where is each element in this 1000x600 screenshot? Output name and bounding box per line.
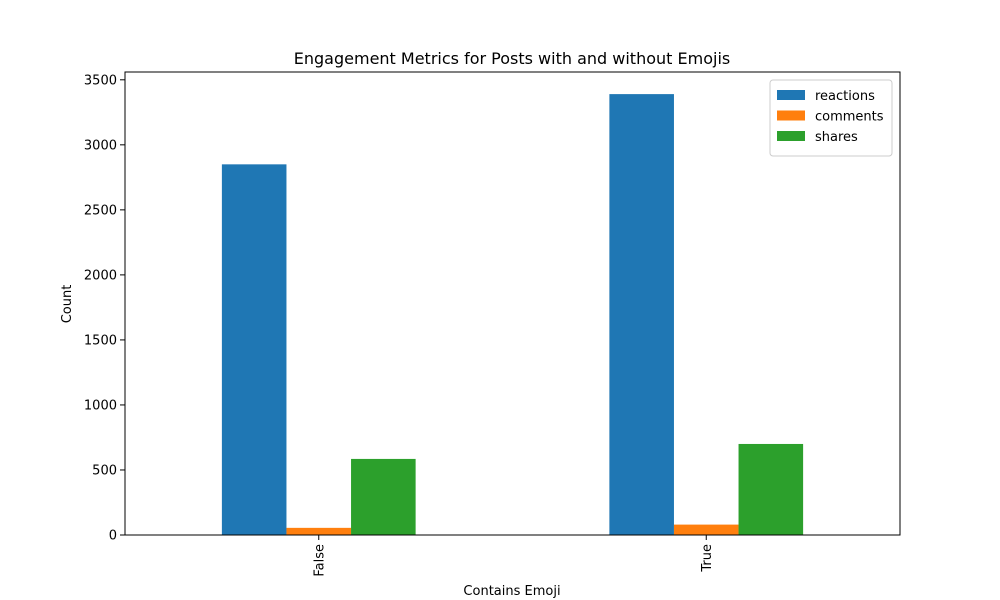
y-tick-label: 500 — [92, 463, 117, 478]
bar-shares-true — [738, 443, 804, 535]
y-tick-label: 3000 — [84, 138, 117, 153]
y-tick-label: 2000 — [84, 268, 117, 283]
bar-reactions-false — [221, 164, 287, 535]
y-tick-label: 0 — [109, 529, 117, 544]
x-axis-label: Contains Emoji — [463, 584, 560, 599]
y-tick-label: 3500 — [84, 73, 117, 88]
bar-comments-true — [673, 524, 739, 535]
y-tick-label: 1500 — [84, 333, 117, 348]
legend-swatch-comments — [777, 110, 805, 121]
x-tick-label-false: False — [312, 544, 327, 577]
legend: reactions comments shares — [769, 79, 893, 157]
y-axis-label: Count — [60, 285, 75, 324]
y-tick-label: 1000 — [84, 398, 117, 413]
plot-area: 0 500 1000 1500 2000 2500 3000 3500 False True — [84, 71, 901, 577]
legend-swatch-shares — [777, 131, 805, 141]
legend-swatch-reactions — [777, 90, 805, 100]
chart-title: Engagement Metrics for Posts with and wi… — [294, 49, 730, 68]
x-tick-label-true: True — [700, 544, 715, 573]
bar-comments-false — [286, 527, 352, 535]
legend-label-comments: comments — [815, 110, 884, 125]
legend-label-reactions: reactions — [815, 89, 875, 104]
axes-frame — [124, 71, 901, 536]
legend-label-shares: shares — [815, 130, 858, 145]
y-tick-label: 2500 — [84, 203, 117, 218]
bar-shares-false — [351, 458, 416, 535]
bar-reactions-true — [609, 94, 674, 536]
